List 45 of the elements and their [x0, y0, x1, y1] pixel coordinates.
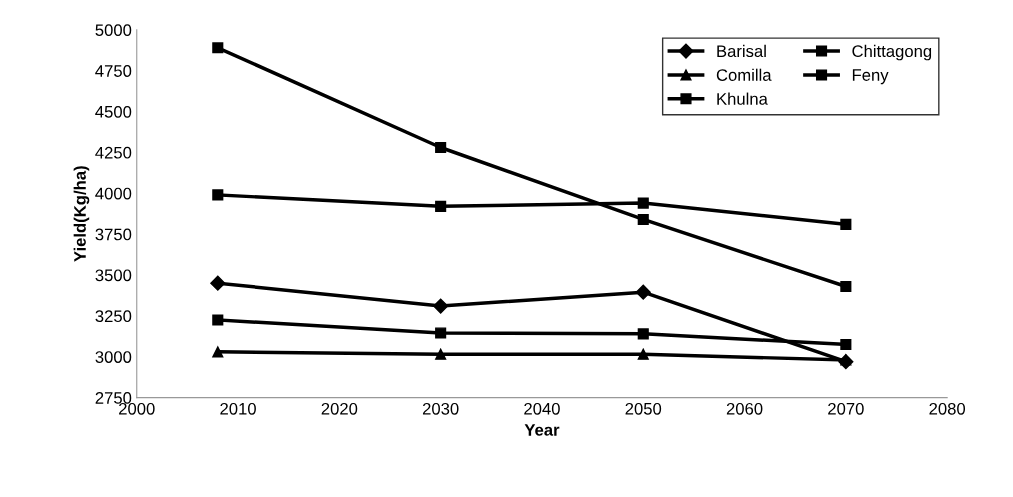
y-tick-label: 2750 [95, 392, 132, 404]
x-tick-label: 2050 [625, 402, 662, 415]
x-tick-label: 2030 [422, 402, 459, 415]
point [435, 141, 447, 154]
y-tick-label: 4000 [95, 187, 132, 200]
y-tick-label: 4250 [95, 146, 132, 159]
point [840, 338, 852, 351]
y-tick-label: 5000 [95, 24, 132, 37]
point [840, 218, 852, 230]
point [435, 327, 447, 339]
point [212, 314, 224, 326]
legend-label: Barisal [717, 44, 766, 58]
point [212, 189, 224, 201]
x-tick-label: 2080 [929, 402, 966, 415]
y-tick-label: 3000 [95, 351, 132, 363]
point [433, 298, 449, 314]
y-tick-label: 3750 [95, 228, 132, 241]
x-tick-label: 2060 [726, 402, 763, 415]
y-tick-label: 3500 [95, 269, 132, 282]
x-tick-label: 2000 [119, 402, 155, 415]
point [840, 280, 852, 293]
x-tick-label: 2020 [321, 402, 358, 415]
point [637, 197, 649, 209]
y-tick-label: 4750 [95, 65, 132, 77]
x-tick-label: 2040 [524, 402, 560, 415]
point [637, 213, 649, 225]
x-tick-label: 2070 [828, 402, 864, 415]
x-axis-title: Year [524, 424, 560, 436]
point [838, 354, 854, 370]
point [635, 284, 651, 300]
point [212, 42, 224, 54]
point [435, 348, 447, 360]
legend-label: Feny [852, 69, 889, 85]
point [210, 275, 226, 291]
y-tick-label: 4500 [95, 105, 132, 118]
point [637, 348, 649, 360]
point [637, 328, 649, 340]
legend-label: Khulna [717, 92, 768, 105]
point [212, 346, 224, 358]
legend-label: Comilla [716, 68, 772, 81]
y-axis-title: Yield(Kg/ha) [73, 166, 90, 262]
x-tick-label: 2010 [220, 402, 256, 415]
point [435, 200, 447, 212]
y-tick-label: 3250 [95, 310, 132, 323]
legend-label: Chittagong [852, 44, 932, 61]
